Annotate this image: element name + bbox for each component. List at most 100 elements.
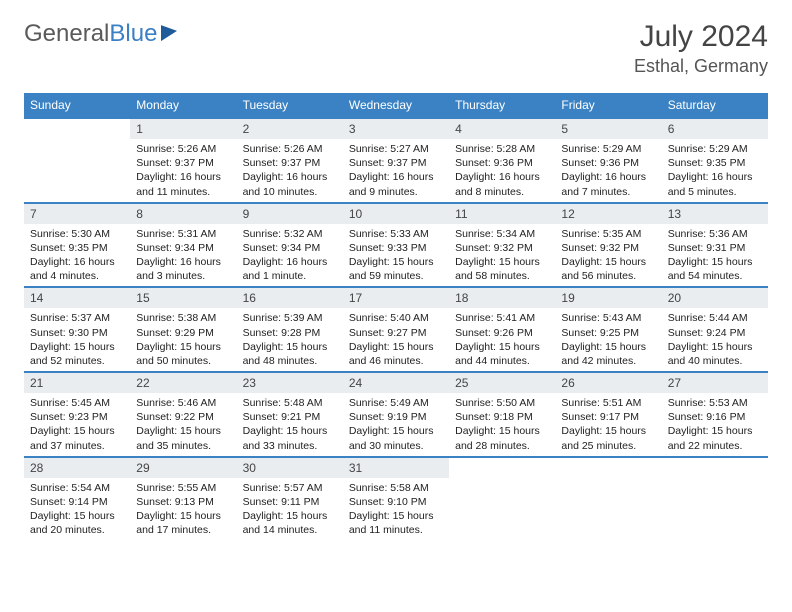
day-number: 29 xyxy=(130,458,236,478)
calendar-cell: 7Sunrise: 5:30 AMSunset: 9:35 PMDaylight… xyxy=(24,203,130,288)
day-number: 5 xyxy=(555,119,661,139)
day-details: Sunrise: 5:51 AMSunset: 9:17 PMDaylight:… xyxy=(555,393,661,456)
flag-icon xyxy=(161,23,177,41)
weekday-header: Sunday xyxy=(24,93,130,118)
day-details: Sunrise: 5:29 AMSunset: 9:35 PMDaylight:… xyxy=(662,139,768,202)
calendar-cell: 9Sunrise: 5:32 AMSunset: 9:34 PMDaylight… xyxy=(237,203,343,288)
day-details: Sunrise: 5:58 AMSunset: 9:10 PMDaylight:… xyxy=(343,478,449,541)
day-details: Sunrise: 5:40 AMSunset: 9:27 PMDaylight:… xyxy=(343,308,449,371)
calendar-body: 1Sunrise: 5:26 AMSunset: 9:37 PMDaylight… xyxy=(24,118,768,540)
calendar-cell: 1Sunrise: 5:26 AMSunset: 9:37 PMDaylight… xyxy=(130,118,236,203)
day-number: 4 xyxy=(449,119,555,139)
day-details: Sunrise: 5:43 AMSunset: 9:25 PMDaylight:… xyxy=(555,308,661,371)
day-details: Sunrise: 5:34 AMSunset: 9:32 PMDaylight:… xyxy=(449,224,555,287)
day-number: 11 xyxy=(449,204,555,224)
day-number: 25 xyxy=(449,373,555,393)
calendar-cell: 4Sunrise: 5:28 AMSunset: 9:36 PMDaylight… xyxy=(449,118,555,203)
day-details: Sunrise: 5:44 AMSunset: 9:24 PMDaylight:… xyxy=(662,308,768,371)
calendar-cell xyxy=(24,118,130,203)
location-label: Esthal, Germany xyxy=(634,56,768,77)
calendar-cell: 28Sunrise: 5:54 AMSunset: 9:14 PMDayligh… xyxy=(24,457,130,541)
day-number: 20 xyxy=(662,288,768,308)
calendar-cell: 2Sunrise: 5:26 AMSunset: 9:37 PMDaylight… xyxy=(237,118,343,203)
logo-part2: Blue xyxy=(109,20,157,47)
calendar-cell: 5Sunrise: 5:29 AMSunset: 9:36 PMDaylight… xyxy=(555,118,661,203)
day-number: 8 xyxy=(130,204,236,224)
day-details: Sunrise: 5:49 AMSunset: 9:19 PMDaylight:… xyxy=(343,393,449,456)
day-details: Sunrise: 5:26 AMSunset: 9:37 PMDaylight:… xyxy=(130,139,236,202)
day-number: 15 xyxy=(130,288,236,308)
day-number: 17 xyxy=(343,288,449,308)
calendar-cell: 20Sunrise: 5:44 AMSunset: 9:24 PMDayligh… xyxy=(662,287,768,372)
day-number: 1 xyxy=(130,119,236,139)
calendar-cell xyxy=(449,457,555,541)
calendar-cell xyxy=(662,457,768,541)
day-details: Sunrise: 5:39 AMSunset: 9:28 PMDaylight:… xyxy=(237,308,343,371)
day-number: 26 xyxy=(555,373,661,393)
day-details: Sunrise: 5:32 AMSunset: 9:34 PMDaylight:… xyxy=(237,224,343,287)
day-number: 28 xyxy=(24,458,130,478)
calendar-cell: 16Sunrise: 5:39 AMSunset: 9:28 PMDayligh… xyxy=(237,287,343,372)
day-number: 7 xyxy=(24,204,130,224)
day-details: Sunrise: 5:35 AMSunset: 9:32 PMDaylight:… xyxy=(555,224,661,287)
day-details: Sunrise: 5:26 AMSunset: 9:37 PMDaylight:… xyxy=(237,139,343,202)
calendar-cell: 10Sunrise: 5:33 AMSunset: 9:33 PMDayligh… xyxy=(343,203,449,288)
logo-part1: General xyxy=(24,20,109,47)
weekday-header: Saturday xyxy=(662,93,768,118)
day-details: Sunrise: 5:54 AMSunset: 9:14 PMDaylight:… xyxy=(24,478,130,541)
calendar-row: 1Sunrise: 5:26 AMSunset: 9:37 PMDaylight… xyxy=(24,118,768,203)
calendar-cell: 19Sunrise: 5:43 AMSunset: 9:25 PMDayligh… xyxy=(555,287,661,372)
calendar-table: SundayMondayTuesdayWednesdayThursdayFrid… xyxy=(24,93,768,540)
weekday-header: Thursday xyxy=(449,93,555,118)
calendar-cell: 30Sunrise: 5:57 AMSunset: 9:11 PMDayligh… xyxy=(237,457,343,541)
calendar-row: 28Sunrise: 5:54 AMSunset: 9:14 PMDayligh… xyxy=(24,457,768,541)
day-details: Sunrise: 5:50 AMSunset: 9:18 PMDaylight:… xyxy=(449,393,555,456)
day-details: Sunrise: 5:41 AMSunset: 9:26 PMDaylight:… xyxy=(449,308,555,371)
calendar-cell: 22Sunrise: 5:46 AMSunset: 9:22 PMDayligh… xyxy=(130,372,236,457)
calendar-cell: 15Sunrise: 5:38 AMSunset: 9:29 PMDayligh… xyxy=(130,287,236,372)
day-number: 6 xyxy=(662,119,768,139)
calendar-cell: 29Sunrise: 5:55 AMSunset: 9:13 PMDayligh… xyxy=(130,457,236,541)
day-details: Sunrise: 5:28 AMSunset: 9:36 PMDaylight:… xyxy=(449,139,555,202)
calendar-cell: 27Sunrise: 5:53 AMSunset: 9:16 PMDayligh… xyxy=(662,372,768,457)
day-details: Sunrise: 5:36 AMSunset: 9:31 PMDaylight:… xyxy=(662,224,768,287)
day-number: 14 xyxy=(24,288,130,308)
logo: GeneralBlue xyxy=(24,20,177,48)
day-number: 22 xyxy=(130,373,236,393)
page-title: July 2024 xyxy=(634,20,768,54)
calendar-cell: 26Sunrise: 5:51 AMSunset: 9:17 PMDayligh… xyxy=(555,372,661,457)
day-number: 21 xyxy=(24,373,130,393)
day-details: Sunrise: 5:30 AMSunset: 9:35 PMDaylight:… xyxy=(24,224,130,287)
calendar-cell: 25Sunrise: 5:50 AMSunset: 9:18 PMDayligh… xyxy=(449,372,555,457)
calendar-cell: 12Sunrise: 5:35 AMSunset: 9:32 PMDayligh… xyxy=(555,203,661,288)
day-details: Sunrise: 5:48 AMSunset: 9:21 PMDaylight:… xyxy=(237,393,343,456)
day-number: 31 xyxy=(343,458,449,478)
day-number: 23 xyxy=(237,373,343,393)
calendar-cell: 21Sunrise: 5:45 AMSunset: 9:23 PMDayligh… xyxy=(24,372,130,457)
calendar-row: 14Sunrise: 5:37 AMSunset: 9:30 PMDayligh… xyxy=(24,287,768,372)
day-number: 12 xyxy=(555,204,661,224)
calendar-cell: 8Sunrise: 5:31 AMSunset: 9:34 PMDaylight… xyxy=(130,203,236,288)
calendar-row: 21Sunrise: 5:45 AMSunset: 9:23 PMDayligh… xyxy=(24,372,768,457)
calendar-cell: 17Sunrise: 5:40 AMSunset: 9:27 PMDayligh… xyxy=(343,287,449,372)
day-details: Sunrise: 5:29 AMSunset: 9:36 PMDaylight:… xyxy=(555,139,661,202)
day-details: Sunrise: 5:46 AMSunset: 9:22 PMDaylight:… xyxy=(130,393,236,456)
day-number: 18 xyxy=(449,288,555,308)
day-number: 10 xyxy=(343,204,449,224)
day-details: Sunrise: 5:37 AMSunset: 9:30 PMDaylight:… xyxy=(24,308,130,371)
day-number: 2 xyxy=(237,119,343,139)
day-details: Sunrise: 5:27 AMSunset: 9:37 PMDaylight:… xyxy=(343,139,449,202)
day-number: 9 xyxy=(237,204,343,224)
day-number: 3 xyxy=(343,119,449,139)
day-details: Sunrise: 5:57 AMSunset: 9:11 PMDaylight:… xyxy=(237,478,343,541)
logo-text: GeneralBlue xyxy=(24,20,157,48)
day-details: Sunrise: 5:31 AMSunset: 9:34 PMDaylight:… xyxy=(130,224,236,287)
day-number: 30 xyxy=(237,458,343,478)
calendar-cell: 31Sunrise: 5:58 AMSunset: 9:10 PMDayligh… xyxy=(343,457,449,541)
weekday-header: Wednesday xyxy=(343,93,449,118)
weekday-header: Monday xyxy=(130,93,236,118)
day-details: Sunrise: 5:55 AMSunset: 9:13 PMDaylight:… xyxy=(130,478,236,541)
calendar-cell xyxy=(555,457,661,541)
day-details: Sunrise: 5:45 AMSunset: 9:23 PMDaylight:… xyxy=(24,393,130,456)
weekday-header: Tuesday xyxy=(237,93,343,118)
